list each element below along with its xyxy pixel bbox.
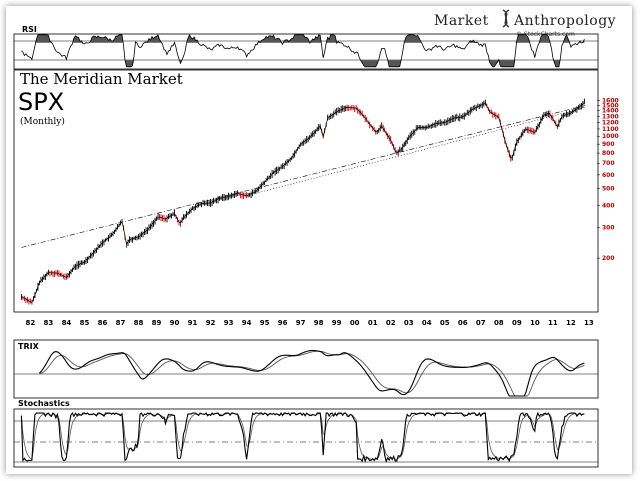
trix-panel: TRIX [13,339,599,399]
y-tick-label: 300 [602,224,615,231]
rsi-panel: RSI [13,25,599,70]
rsi-overbought-shade [21,34,585,43]
dna-helix-icon [502,9,510,28]
trix-signal-line [39,350,585,397]
trix-label: TRIX [18,342,40,351]
x-tick-label: 90 [170,319,180,327]
x-tick-label: 92 [206,319,216,327]
y-tick-label: 1500 [602,102,619,109]
x-tick-label: 11 [548,319,558,327]
x-tick-label: 07 [476,319,486,327]
x-tick-label: 00 [350,319,360,327]
x-tick-label: 89 [152,319,162,327]
y-tick-label: 1200 [602,119,619,126]
x-tick-label: 04 [422,319,432,327]
y-axis-ticks: 200 300 400 500 600 700 800 9001000110012001300… [597,98,619,262]
y-tick-label: 600 [602,172,615,179]
x-tick-label: 85 [80,319,90,327]
y-tick-label: 1600 [602,98,619,105]
brand-left: Market [434,13,489,29]
brand-right: Anthropology [513,13,616,29]
trix-line [39,349,585,397]
x-tick-label: 02 [386,319,396,327]
x-tick-label: 84 [62,319,72,327]
stochastics-label: Stochastics [18,399,70,408]
x-tick-label: 05 [440,319,450,327]
y-tick-label: 500 [602,186,615,193]
chart-title: The Meridian Market [20,70,183,88]
x-tick-label: 13 [584,319,594,327]
y-tick-label: 1300 [602,113,619,120]
x-tick-label: 83 [44,319,54,327]
x-tick-label: 98 [314,319,324,327]
x-tick-label: 93 [224,319,234,327]
trendlines [21,105,586,248]
x-tick-label: 88 [134,319,144,327]
x-tick-label: 09 [512,319,522,327]
symbol-label: SPX [18,88,64,116]
y-tick-label: 700 [602,160,615,167]
rsi-line [21,33,585,68]
y-tick-label: 1000 [602,133,619,140]
x-tick-label: 82 [26,319,36,327]
trendline [21,105,586,248]
price-series-line [21,102,585,303]
x-tick-label: 03 [404,319,414,327]
x-tick-label: 01 [368,319,378,327]
y-tick-label: 1400 [602,108,619,115]
y-tick-label: 900 [602,141,615,148]
x-tick-label: 86 [98,319,108,327]
trendline [255,107,586,194]
price-panel: The Meridian Market SPX (Monthly) 200 300… [13,69,619,313]
x-tick-label: 08 [494,319,504,327]
x-tick-label: 87 [116,319,126,327]
period-label: (Monthly) [20,116,65,127]
y-tick-label: 200 [602,255,615,262]
x-tick-label: 96 [278,319,288,327]
x-tick-label: 10 [530,319,540,327]
x-tick-label: 06 [458,319,468,327]
stochastics-line [20,411,585,463]
x-axis-ticks: 82 83 84 85 86 87 88 89 90 91 92 93 94 95 96 97 98 99 00 01… [26,319,594,327]
x-tick-label: 91 [188,319,198,327]
y-tick-label: 1100 [602,126,619,133]
x-tick-label: 95 [260,319,270,327]
y-tick-label: 400 [602,203,615,210]
stochastics-panel: Stochastics [13,399,599,468]
y-tick-label: 800 [602,150,615,157]
x-tick-label: 94 [242,319,252,327]
x-tick-label: 97 [296,319,306,327]
rsi-label: RSI [22,25,37,34]
x-tick-label: 99 [332,319,342,327]
stochastics-slow-line [21,412,585,461]
x-tick-label: 12 [566,319,576,327]
